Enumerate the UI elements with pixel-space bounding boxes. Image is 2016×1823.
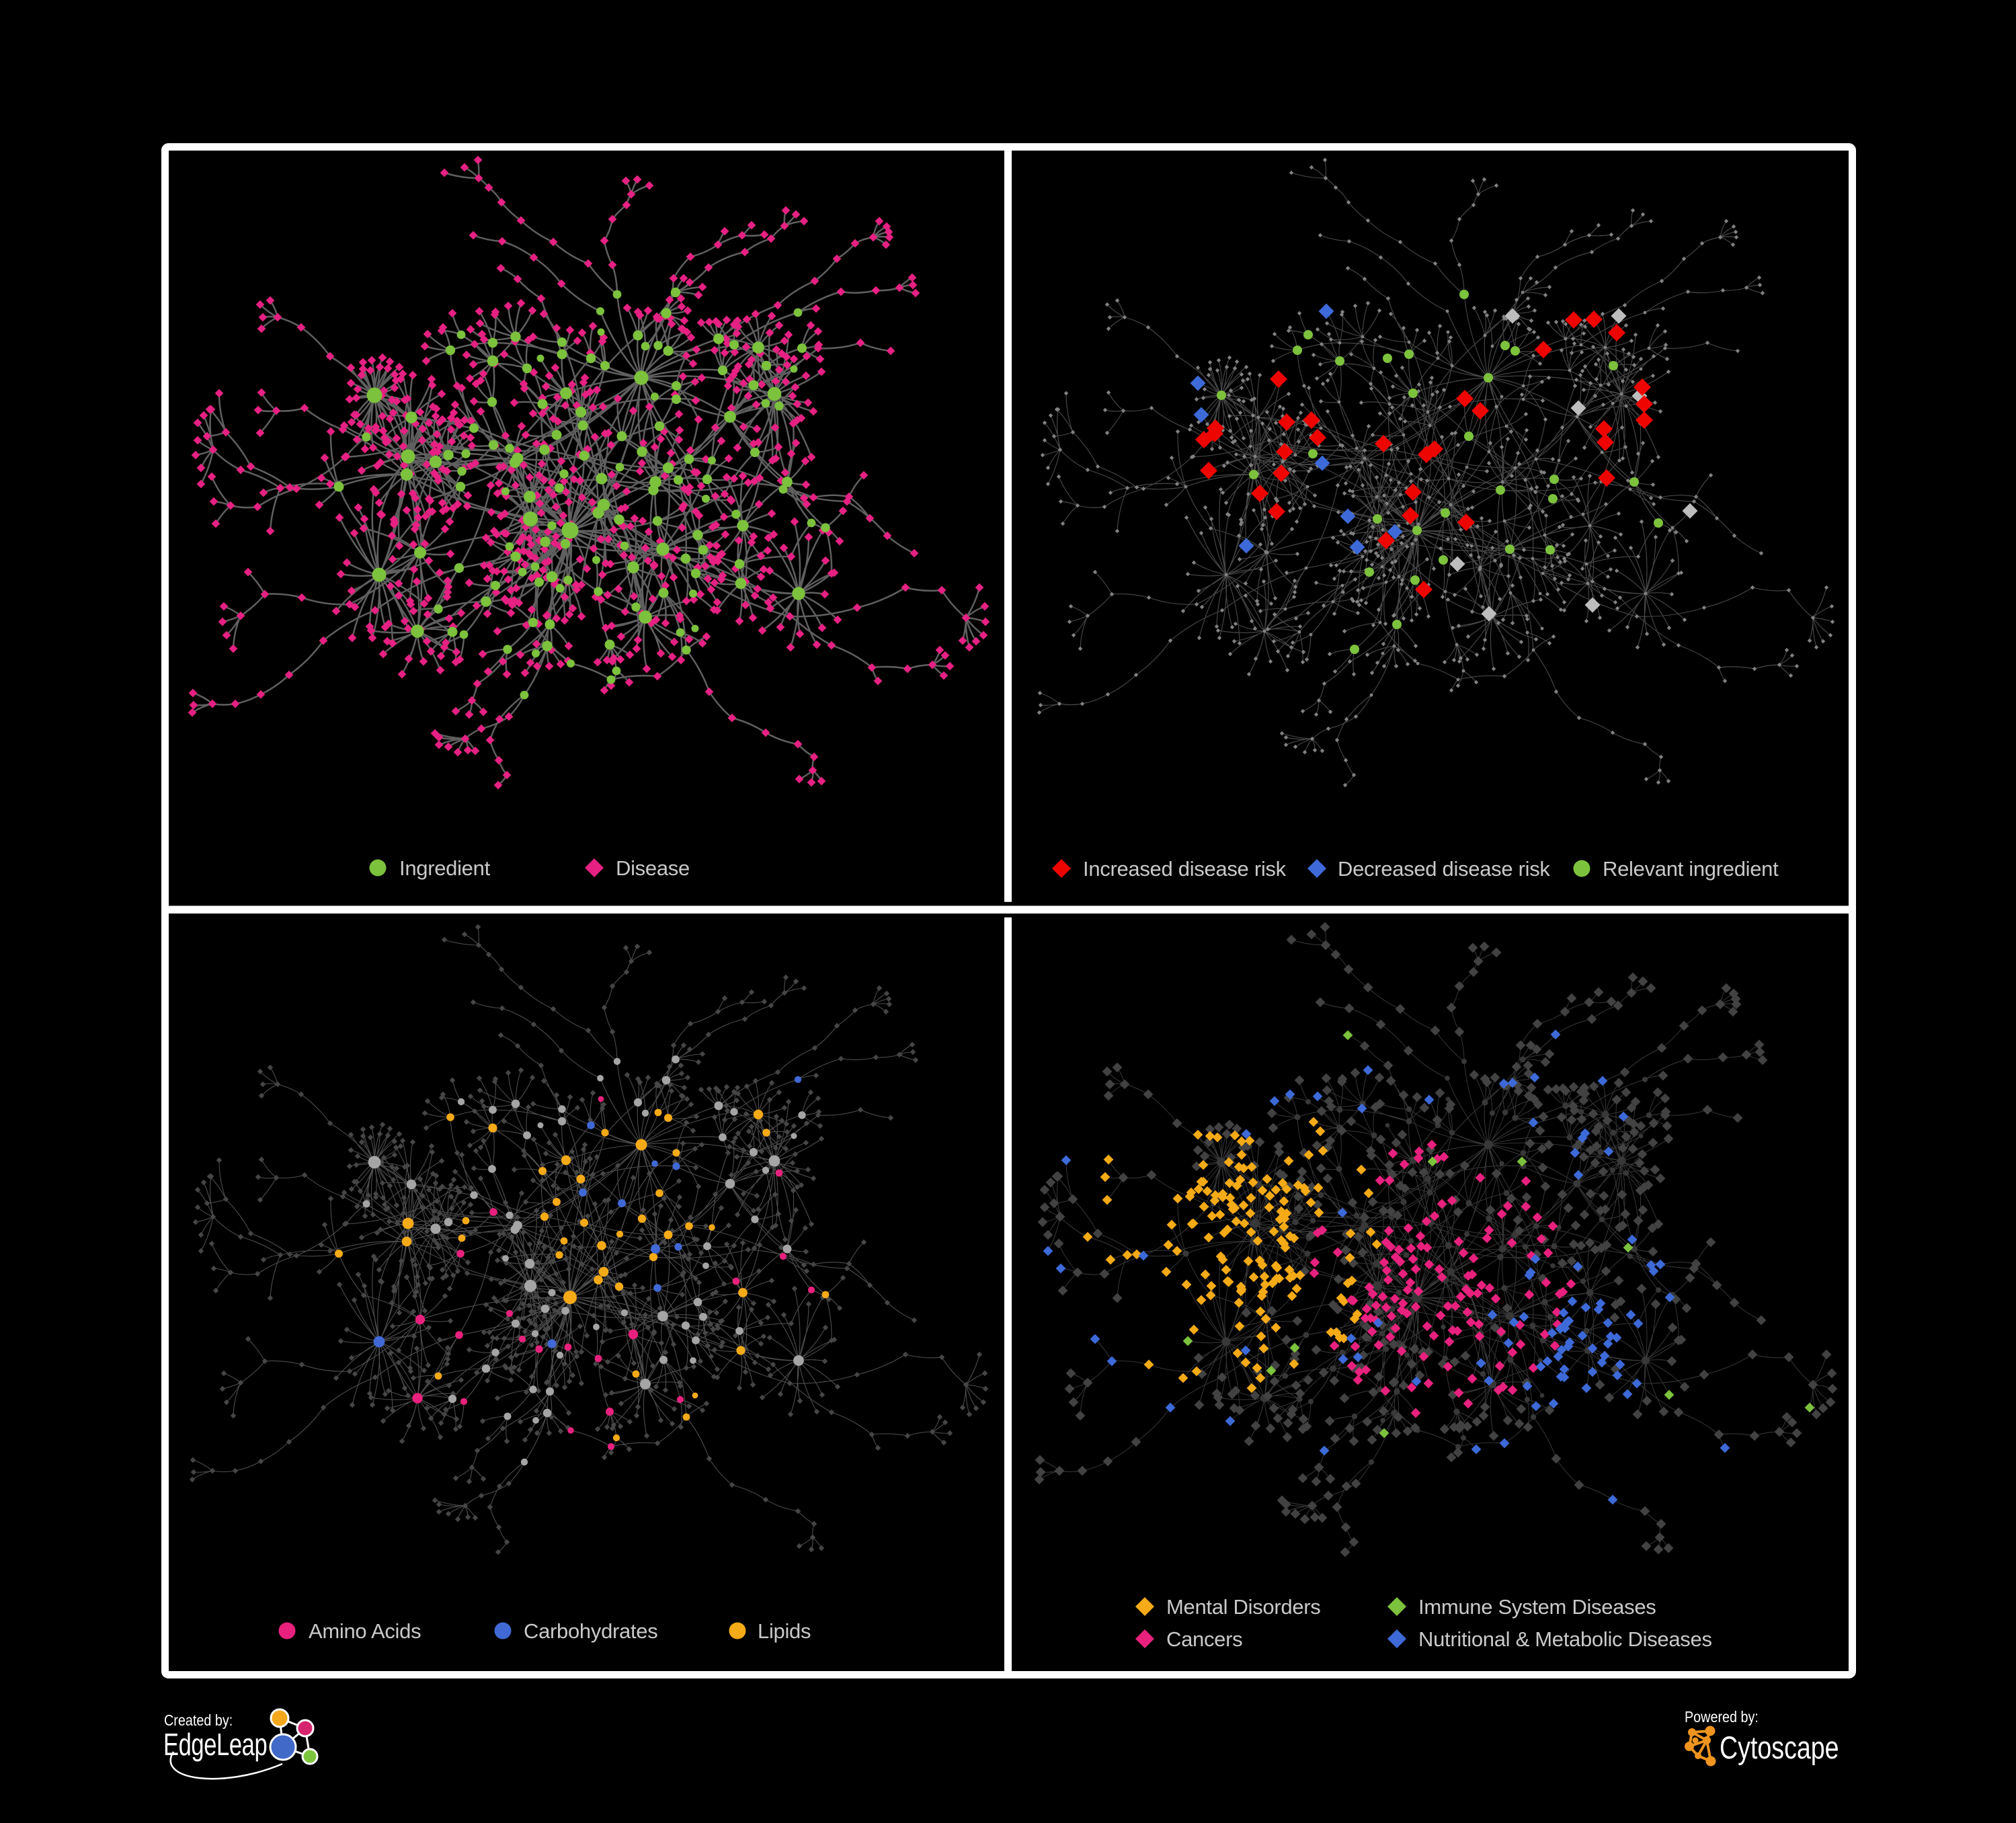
svg-text:Increased disease risk: Increased disease risk (1083, 857, 1287, 881)
svg-text:EdgeLeap: EdgeLeap (163, 1727, 267, 1762)
svg-text:Carbohydrates: Carbohydrates (524, 1619, 657, 1643)
svg-text:Ingredient: Ingredient (399, 856, 491, 880)
svg-text:Powered by:: Powered by: (1685, 1709, 1759, 1726)
svg-text:Disease: Disease (616, 856, 690, 880)
svg-text:Relevant ingredient: Relevant ingredient (1603, 857, 1779, 881)
svg-text:Cancers: Cancers (1166, 1627, 1242, 1651)
svg-text:Nutritional & Metabolic Diseas: Nutritional & Metabolic Diseases (1418, 1627, 1712, 1651)
svg-text:Lipids: Lipids (758, 1619, 811, 1643)
svg-text:Amino Acids: Amino Acids (309, 1619, 421, 1643)
svg-text:Mental Disorders: Mental Disorders (1166, 1595, 1321, 1619)
svg-text:Decreased disease risk: Decreased disease risk (1338, 857, 1550, 881)
svg-text:Created by:: Created by: (164, 1712, 233, 1730)
svg-text:Immune System Diseases: Immune System Diseases (1418, 1595, 1656, 1619)
svg-text:Cytoscape: Cytoscape (1720, 1730, 1839, 1766)
